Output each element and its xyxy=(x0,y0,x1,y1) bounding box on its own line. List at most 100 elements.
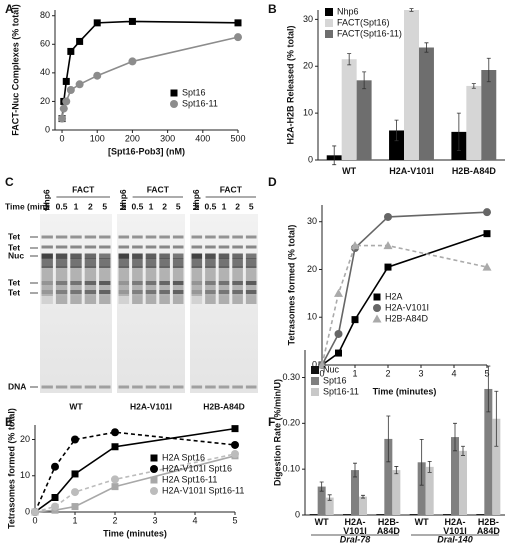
gel-band xyxy=(191,296,203,304)
bar xyxy=(425,466,434,515)
y-tick-label: 20 xyxy=(40,96,50,106)
gel-band xyxy=(70,258,82,268)
error-bar xyxy=(347,53,352,66)
marker xyxy=(334,288,343,297)
marker xyxy=(71,435,79,444)
gel-band xyxy=(55,296,68,304)
gel-band xyxy=(191,290,203,294)
control-label: Nhp6 xyxy=(41,189,51,211)
control-label: Nhp6 xyxy=(191,189,201,211)
bar xyxy=(466,85,482,160)
y-tick-label: 20 xyxy=(20,434,30,444)
gel-smear xyxy=(118,266,130,296)
legend-swatch xyxy=(325,30,333,38)
gel-band xyxy=(132,296,143,304)
y-tick-label: 0.10 xyxy=(282,464,300,474)
error-bar xyxy=(486,57,491,83)
gel-band xyxy=(132,235,143,239)
bar xyxy=(418,47,434,160)
gel-band xyxy=(159,296,170,304)
legend-marker xyxy=(150,487,158,495)
gel-band xyxy=(132,253,143,259)
bar xyxy=(417,462,426,515)
marker xyxy=(111,483,119,491)
gel-band xyxy=(70,281,82,285)
marker xyxy=(71,470,79,478)
gel-band xyxy=(159,245,170,249)
x-tick-label: WT xyxy=(315,517,329,527)
gel-band xyxy=(191,253,203,259)
gel-band xyxy=(205,281,216,285)
error-bar xyxy=(453,422,457,452)
gel-band xyxy=(232,245,243,249)
bar xyxy=(317,486,326,515)
time-label: Time (min) xyxy=(5,201,48,211)
y-tick-label: 10 xyxy=(307,312,317,322)
marker xyxy=(351,316,359,324)
lane-group-label: H2B-A84D xyxy=(203,401,245,411)
legend-swatch xyxy=(325,8,333,16)
marker xyxy=(58,114,67,123)
gel-smear xyxy=(245,266,257,296)
legend-marker xyxy=(373,293,381,301)
gel-band xyxy=(232,235,243,239)
gel-band xyxy=(191,385,203,389)
marker xyxy=(51,462,59,471)
error-bar xyxy=(362,71,367,90)
gel-band xyxy=(145,235,157,239)
legend-marker xyxy=(170,89,178,97)
error-bar xyxy=(424,42,429,53)
time-value: 0.5 xyxy=(204,201,216,211)
gel-smear xyxy=(191,266,203,296)
bar xyxy=(341,59,357,160)
legend-label: H2A Spt16 xyxy=(162,452,205,462)
y-tick-label: 60 xyxy=(40,39,50,49)
gel-band xyxy=(132,290,143,294)
x-tick-label: 0 xyxy=(32,515,37,525)
x-tick-label: H2A-V101I xyxy=(343,517,367,536)
gel-band xyxy=(205,253,216,259)
gel-band xyxy=(245,281,257,285)
gel-band xyxy=(145,245,157,249)
x-tick-label: 300 xyxy=(160,133,175,143)
gel-band xyxy=(205,385,216,389)
panel-label: F xyxy=(268,415,275,429)
marker xyxy=(111,443,119,451)
marker xyxy=(111,475,119,484)
marker xyxy=(66,86,75,94)
gel-block xyxy=(117,214,185,393)
error-bar xyxy=(327,494,332,501)
y-tick-label: 20 xyxy=(307,264,317,274)
legend-marker xyxy=(150,454,158,462)
error-bar xyxy=(394,119,399,142)
marker xyxy=(75,80,84,89)
gel-band xyxy=(159,281,170,285)
gel-band xyxy=(118,253,130,259)
band-label: DNA xyxy=(8,381,26,391)
gel-band xyxy=(132,258,143,268)
gel-band xyxy=(218,281,230,285)
marker xyxy=(62,77,70,85)
marker xyxy=(383,241,393,250)
gel-band xyxy=(70,245,82,249)
marker xyxy=(231,425,239,433)
group-label: DraI-78 xyxy=(340,534,371,543)
gel-smear xyxy=(232,266,243,296)
gel-smear xyxy=(41,266,53,296)
legend-marker xyxy=(150,476,158,484)
bar xyxy=(384,438,393,515)
bar xyxy=(409,514,418,515)
time-value: 5 xyxy=(194,201,199,211)
y-tick-label: 80 xyxy=(40,10,50,20)
gel-smear xyxy=(132,266,143,296)
gel-band xyxy=(70,296,82,304)
x-tick-label: WT xyxy=(342,166,356,176)
error-bar xyxy=(456,112,461,152)
error-bar xyxy=(409,8,414,12)
gel-band xyxy=(232,385,243,389)
x-tick-label: H2B-A84D xyxy=(477,517,501,536)
gel-band xyxy=(84,296,97,304)
gel-band xyxy=(41,258,53,268)
gel-block xyxy=(40,214,112,393)
